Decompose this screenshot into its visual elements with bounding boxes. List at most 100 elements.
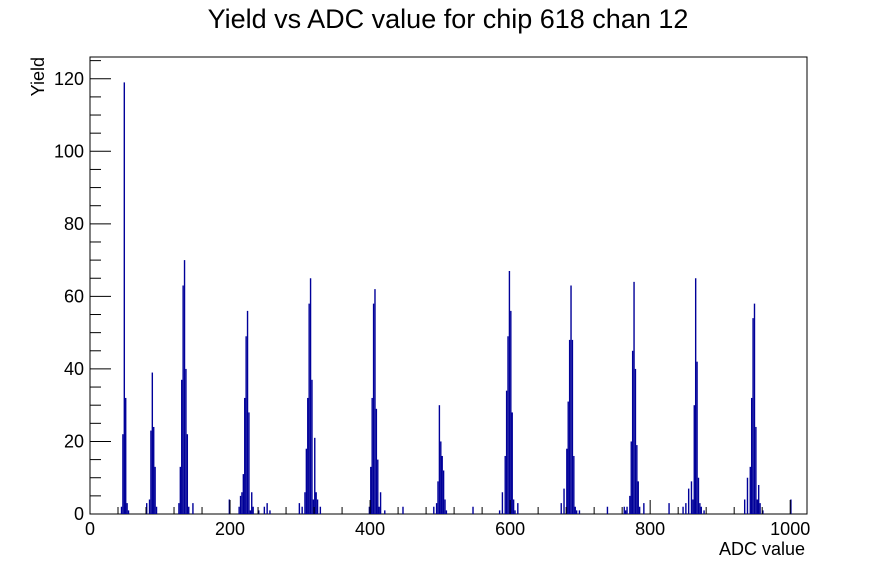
histogram-bar: [305, 448, 308, 514]
histogram-bar: [746, 477, 749, 514]
histogram-bar: [125, 397, 127, 514]
histogram-bar: [182, 285, 184, 514]
histogram-bar: [441, 455, 443, 514]
histogram-bar: [188, 506, 190, 514]
histogram-bar: [693, 405, 695, 514]
histogram-bar: [507, 336, 509, 514]
histogram-bar: [185, 368, 187, 514]
histogram-bar: [749, 466, 751, 514]
histogram-bar: [368, 506, 371, 514]
histogram-bar: [372, 303, 375, 514]
histogram-bar: [248, 412, 250, 514]
histogram-bar: [438, 405, 441, 514]
histogram-bar: [239, 495, 242, 514]
histogram-bar: [696, 361, 698, 514]
histogram-bar: [636, 445, 638, 514]
histogram-bar: [762, 510, 764, 514]
histogram-bar: [150, 430, 152, 514]
histogram-bar: [228, 499, 231, 514]
histogram-bar: [629, 495, 631, 514]
histogram-bar: [753, 303, 756, 514]
histogram-bar: [186, 434, 189, 514]
histogram-bar: [258, 510, 260, 514]
histogram-bar: [631, 350, 634, 514]
y-tick-label: 40: [64, 359, 84, 379]
histogram-bar: [512, 499, 515, 514]
histogram-bar: [703, 510, 705, 514]
histogram-bar: [638, 506, 641, 514]
histogram-bar: [567, 401, 569, 514]
chart-title: Yield vs ADC value for chip 618 chan 12: [208, 4, 689, 34]
histogram-bar: [700, 506, 702, 514]
histogram-bar: [574, 506, 576, 514]
histogram-bar: [269, 510, 271, 514]
histogram-bar: [183, 260, 186, 514]
histogram-bar: [623, 506, 625, 514]
histogram-bar: [242, 474, 245, 514]
y-tick-label: 80: [64, 214, 84, 234]
histogram-bar: [755, 426, 757, 514]
y-tick-label: 120: [54, 69, 84, 89]
axis-ticks: 0 200 400 600 800 1000 0 20 40 60 80 100 120: [54, 60, 810, 539]
histogram-bar: [752, 318, 754, 514]
x-tick-label: 200: [215, 519, 245, 539]
histogram-bar: [511, 412, 513, 514]
histogram-bar: [498, 510, 501, 514]
histogram-bar: [123, 82, 126, 514]
histogram-bar: [472, 506, 474, 514]
histogram-bar: [319, 506, 322, 514]
histogram-bar: [263, 506, 266, 514]
histogram-bar: [699, 503, 701, 514]
histogram-bar: [575, 510, 578, 514]
histogram-bar: [759, 503, 761, 514]
y-tick-label: 60: [64, 286, 84, 306]
histogram-bar: [690, 481, 693, 514]
y-axis-label: Yield: [28, 57, 48, 96]
histogram-bar: [379, 492, 382, 514]
histogram-bar: [637, 481, 639, 514]
histogram-bar: [179, 466, 182, 514]
histogram-bar: [315, 492, 317, 514]
x-tick-label: 1000: [770, 519, 810, 539]
histogram-bar: [312, 499, 315, 514]
histogram-bar: [560, 503, 562, 514]
histogram-bar: [517, 503, 519, 514]
histogram-bar: [301, 506, 303, 514]
histogram-bar: [514, 510, 516, 514]
histogram-bar: [433, 506, 435, 514]
histogram-bar: [668, 503, 670, 514]
y-tick-label: 20: [64, 431, 84, 451]
histogram-bar: [697, 477, 700, 514]
histogram-bar: [316, 499, 319, 514]
histogram-bar: [505, 390, 508, 514]
histogram-bar: [120, 506, 123, 514]
y-tick-label: 0: [74, 504, 84, 524]
histogram-bar: [578, 510, 581, 514]
histogram-bar: [573, 455, 575, 514]
histogram-bar: [251, 492, 253, 514]
histogram-bar: [435, 503, 438, 514]
histogram-bar: [501, 492, 504, 514]
y-tick-label: 100: [54, 141, 84, 161]
histogram-bar: [685, 503, 687, 514]
histogram-bar: [307, 397, 309, 514]
histogram-bar: [241, 492, 243, 514]
histogram-bar: [126, 503, 128, 514]
histogram-bar: [127, 510, 130, 514]
histogram-bar: [245, 336, 247, 514]
histogram-bar: [151, 372, 154, 514]
histogram-bar: [377, 459, 379, 514]
histogram-bar: [309, 278, 312, 514]
histogram-bar: [444, 499, 446, 514]
histogram-bar: [304, 492, 306, 514]
x-tick-label: 600: [495, 519, 525, 539]
histogram-bar: [314, 437, 316, 514]
histogram-bar: [634, 368, 637, 514]
x-tick-label: 400: [355, 519, 385, 539]
histogram-bar: [643, 503, 645, 514]
histogram-bar: [192, 503, 194, 514]
histogram-bar: [374, 289, 376, 514]
histogram-bar: [682, 506, 684, 514]
histogram-bar: [570, 285, 572, 514]
histogram-bar: [563, 488, 565, 514]
